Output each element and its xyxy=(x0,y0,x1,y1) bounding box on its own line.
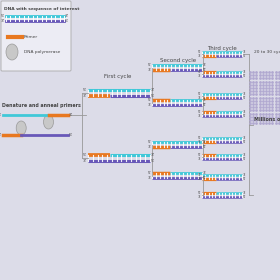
Text: 5': 5' xyxy=(203,176,207,180)
Text: 5': 5' xyxy=(243,114,246,118)
Text: 5': 5' xyxy=(243,195,246,199)
Text: 5': 5' xyxy=(198,191,201,195)
Text: 3': 3' xyxy=(198,140,201,144)
Text: 3': 3' xyxy=(203,63,207,67)
Text: 3': 3' xyxy=(1,19,5,23)
Text: 3': 3' xyxy=(0,133,2,137)
Text: 5': 5' xyxy=(243,74,246,78)
Text: 3': 3' xyxy=(147,68,151,72)
Text: 3': 3' xyxy=(243,50,246,54)
Text: 5': 5' xyxy=(198,70,201,74)
Text: 3': 3' xyxy=(203,171,207,175)
Text: 5': 5' xyxy=(243,157,246,161)
Ellipse shape xyxy=(43,115,53,129)
Text: 3': 3' xyxy=(243,92,246,96)
Text: 3': 3' xyxy=(243,191,246,195)
FancyBboxPatch shape xyxy=(1,1,71,71)
Ellipse shape xyxy=(16,121,26,135)
Text: 3': 3' xyxy=(147,103,151,107)
Text: 5': 5' xyxy=(203,145,207,149)
Text: 5': 5' xyxy=(198,173,201,177)
Text: 5': 5' xyxy=(243,140,246,144)
Text: 5': 5' xyxy=(83,88,87,92)
Text: 5': 5' xyxy=(151,94,155,98)
Text: 5': 5' xyxy=(69,133,73,137)
Text: 5': 5' xyxy=(198,50,201,54)
Text: 5': 5' xyxy=(151,159,155,163)
Text: 5': 5' xyxy=(198,136,201,140)
Text: Primer: Primer xyxy=(24,35,38,39)
Text: Denature and anneal primers: Denature and anneal primers xyxy=(2,104,81,109)
Text: 3': 3' xyxy=(198,54,201,58)
Text: 5': 5' xyxy=(147,63,151,67)
Text: 3': 3' xyxy=(203,98,207,102)
Text: First cycle: First cycle xyxy=(104,74,132,79)
Text: 3': 3' xyxy=(147,145,151,149)
Text: 5': 5' xyxy=(203,68,207,72)
Text: 3': 3' xyxy=(65,14,69,18)
Text: 3': 3' xyxy=(198,157,201,161)
Text: 3': 3' xyxy=(243,70,246,74)
Text: 3': 3' xyxy=(147,176,151,180)
Text: 5': 5' xyxy=(198,110,201,114)
Text: 3': 3' xyxy=(198,74,201,78)
Text: 3': 3' xyxy=(243,110,246,114)
Text: DNA polymerase: DNA polymerase xyxy=(24,50,60,54)
Text: 3': 3' xyxy=(198,114,201,118)
Text: 5': 5' xyxy=(65,19,69,23)
Text: 5': 5' xyxy=(198,153,201,157)
Text: 5': 5' xyxy=(203,103,207,107)
Text: 3': 3' xyxy=(243,153,246,157)
Text: 5': 5' xyxy=(243,177,246,181)
Text: 3': 3' xyxy=(83,94,87,98)
Text: Millions of copies: Millions of copies xyxy=(254,116,280,122)
Ellipse shape xyxy=(6,44,18,60)
Text: 3': 3' xyxy=(83,159,87,163)
Text: 5': 5' xyxy=(0,113,2,117)
Text: 5': 5' xyxy=(83,153,87,157)
Text: Third cycle: Third cycle xyxy=(207,46,237,51)
Text: 3': 3' xyxy=(198,195,201,199)
Text: 5': 5' xyxy=(147,171,151,175)
Text: 20 to 30 cycles: 20 to 30 cycles xyxy=(254,50,280,54)
Text: 5': 5' xyxy=(243,54,246,58)
Text: 5': 5' xyxy=(198,92,201,96)
Text: 5': 5' xyxy=(147,98,151,102)
Text: 5': 5' xyxy=(1,14,5,18)
Text: 3': 3' xyxy=(243,173,246,177)
Text: 3': 3' xyxy=(151,88,155,92)
Text: 3': 3' xyxy=(151,153,155,157)
Text: 5': 5' xyxy=(243,96,246,100)
Text: 3': 3' xyxy=(69,113,73,117)
Text: 3': 3' xyxy=(198,96,201,100)
Text: Second cycle: Second cycle xyxy=(160,58,196,63)
Text: 5': 5' xyxy=(147,140,151,144)
Text: 3': 3' xyxy=(243,136,246,140)
Text: 3': 3' xyxy=(203,140,207,144)
Text: DNA with sequence of interest: DNA with sequence of interest xyxy=(4,7,79,11)
Text: 3': 3' xyxy=(198,177,201,181)
